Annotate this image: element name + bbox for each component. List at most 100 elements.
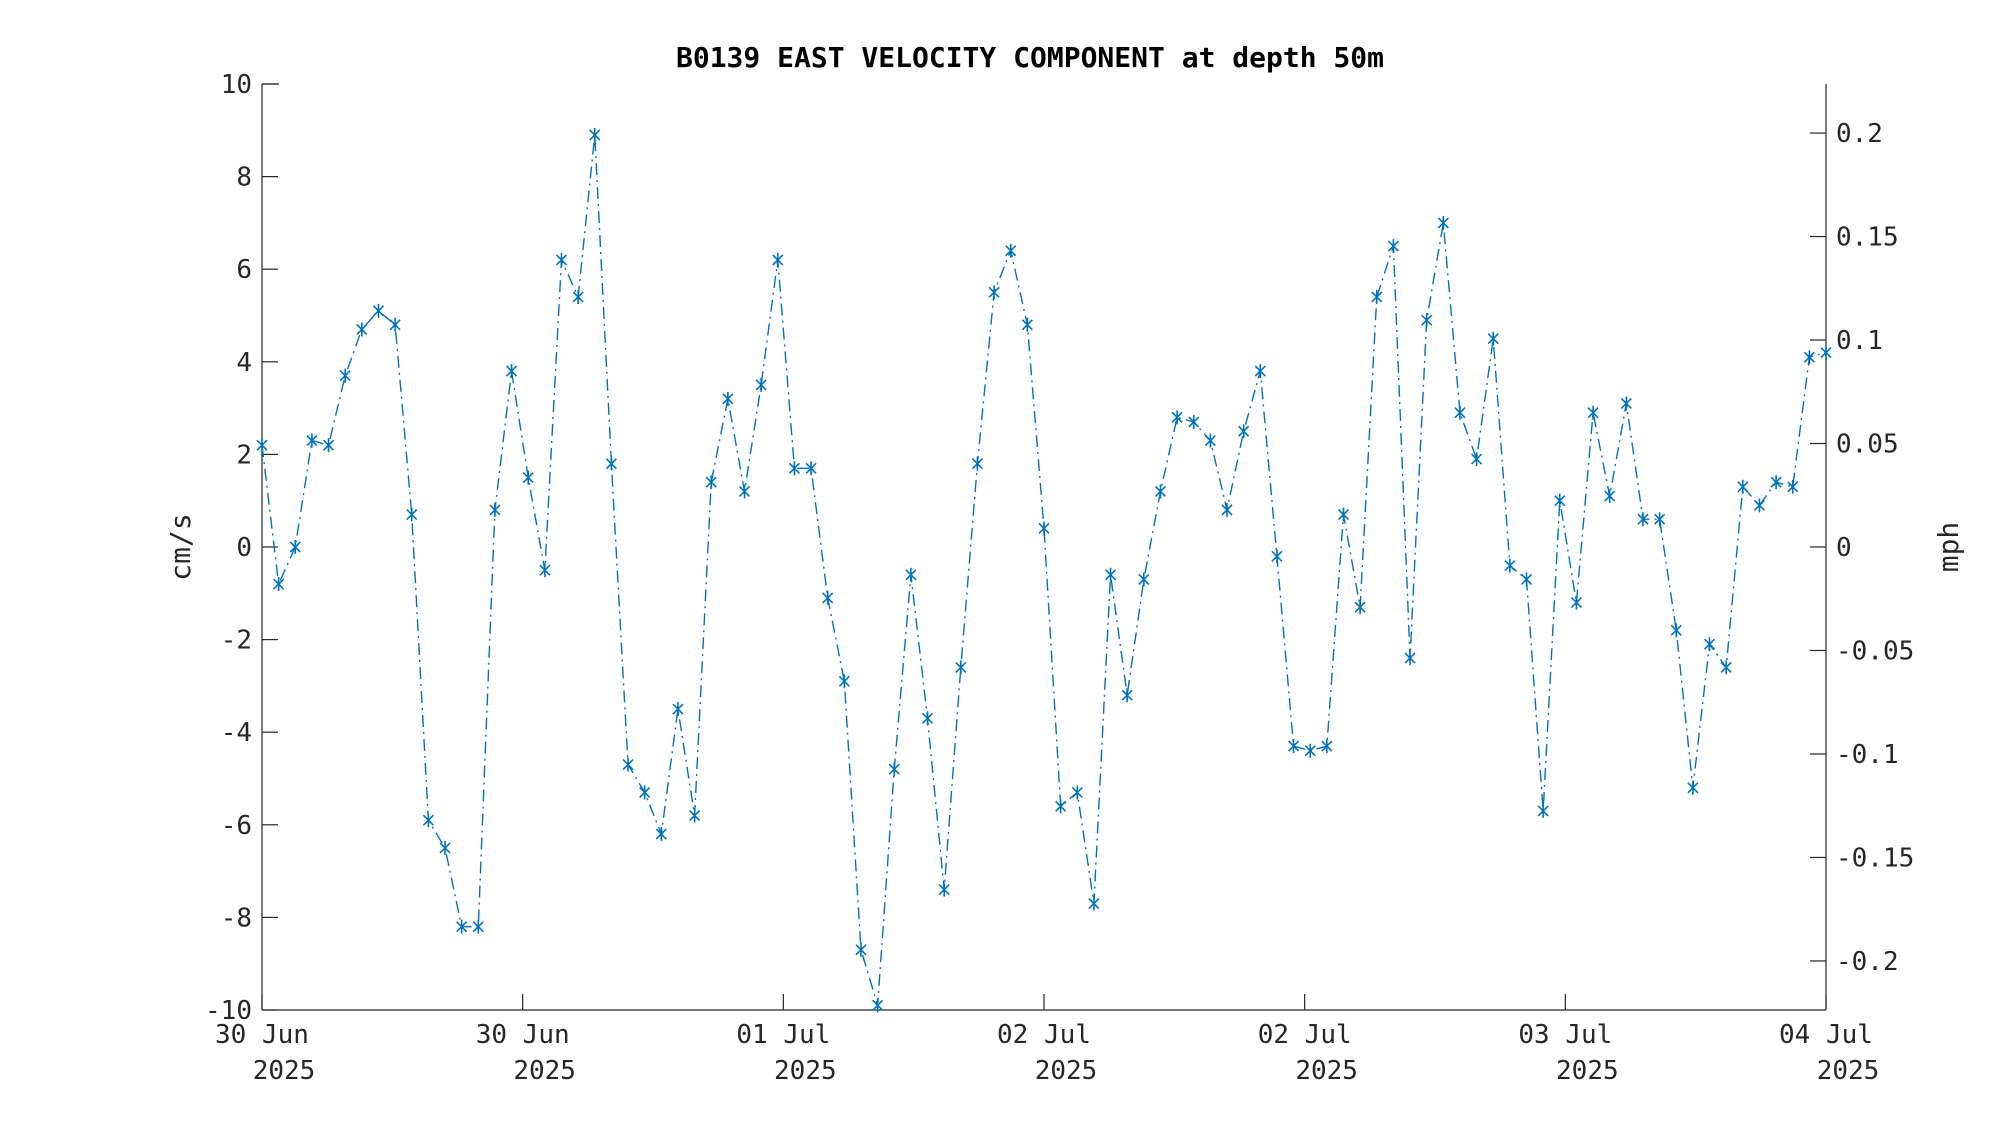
- data-point: [1687, 780, 1699, 795]
- data-point: [372, 303, 385, 318]
- data-point: [738, 484, 751, 499]
- data-point: [555, 252, 568, 267]
- data-point: [1471, 452, 1483, 467]
- data-point: [1587, 405, 1599, 420]
- data-point: [1121, 688, 1133, 703]
- data-point: [356, 322, 368, 337]
- data-point: [788, 461, 800, 476]
- y-tick-label-left: 4: [236, 348, 252, 378]
- data-point: [672, 702, 684, 717]
- data-point: [439, 840, 451, 855]
- y-tick-label-left: -10: [205, 996, 252, 1026]
- data-point: [1404, 651, 1416, 666]
- x-tick-label-date: 04 Jul: [1779, 1020, 1873, 1050]
- y-tick-label-left: 10: [221, 70, 252, 100]
- data-point: [705, 475, 717, 490]
- data-point: [1387, 239, 1399, 254]
- data-point: [539, 563, 551, 578]
- data-point: [422, 813, 434, 828]
- data-point: [1271, 549, 1283, 564]
- data-point: [938, 882, 950, 897]
- data-point: [822, 590, 834, 605]
- data-point: [955, 660, 967, 675]
- data-point: [639, 785, 651, 800]
- data-point: [971, 456, 984, 471]
- data-point: [1354, 600, 1366, 615]
- data-point: [1321, 739, 1333, 754]
- data-point: [1670, 623, 1682, 638]
- series-markers: [256, 127, 1832, 1013]
- data-point: [306, 433, 318, 448]
- data-point: [1620, 396, 1632, 411]
- data-point: [489, 502, 501, 517]
- data-point: [1703, 637, 1716, 652]
- data-point: [988, 285, 1000, 300]
- data-point: [1454, 405, 1466, 420]
- data-point: [456, 919, 468, 934]
- data-point: [506, 364, 518, 379]
- data-point: [772, 252, 784, 267]
- data-point: [1570, 595, 1582, 610]
- data-point: [1654, 512, 1666, 527]
- data-point: [905, 567, 917, 582]
- x-tick-label-date: 01 Jul: [736, 1020, 830, 1050]
- data-point: [689, 808, 701, 823]
- x-tick-label-year: 2025: [513, 1056, 576, 1086]
- data-point: [522, 470, 534, 485]
- data-point: [605, 456, 617, 471]
- data-point: [722, 391, 734, 406]
- data-point: [1005, 243, 1017, 258]
- data-point: [1021, 317, 1033, 332]
- y-tick-label-left: 0: [236, 533, 252, 563]
- y-tick-label-right: 0: [1836, 533, 1852, 563]
- data-point: [1720, 660, 1732, 675]
- x-ticks: 30 Jun 2025 30 Jun 2025 01 Jul 2025 02 Jul 2025…: [215, 994, 1879, 1086]
- y-tick-label-left: -8: [221, 903, 252, 933]
- data-point: [1753, 498, 1766, 513]
- x-tick-label-date: 02 Jul: [1258, 1020, 1352, 1050]
- x-tick-label-date: 30 Jun: [215, 1020, 309, 1050]
- y-tick-label-right: 0.15: [1836, 223, 1899, 253]
- data-point: [1604, 489, 1616, 504]
- data-point: [622, 757, 634, 772]
- x-tick-label-year: 2025: [1817, 1056, 1880, 1086]
- data-point: [805, 461, 817, 476]
- data-point: [406, 507, 418, 522]
- y-axis-label-right: mph: [1932, 522, 1965, 573]
- data-point: [339, 368, 351, 383]
- data-point: [572, 289, 584, 304]
- x-tick-label-date: 02 Jul: [997, 1020, 1091, 1050]
- x-tick-label-year: 2025: [1035, 1056, 1098, 1086]
- data-point: [1238, 424, 1250, 439]
- y-tick-label-right: -0.15: [1836, 843, 1914, 873]
- x-tick-label-date: 03 Jul: [1518, 1020, 1612, 1050]
- data-point: [1637, 512, 1649, 527]
- data-point: [1104, 567, 1117, 582]
- x-tick-label-year: 2025: [774, 1056, 837, 1086]
- y-tick-label-left: 8: [236, 163, 252, 193]
- data-point: [1803, 350, 1815, 365]
- y-tick-label-right: 0.2: [1836, 119, 1883, 149]
- y-tick-label-right: 0.1: [1836, 326, 1883, 356]
- data-point: [1055, 799, 1067, 814]
- data-point: [888, 762, 900, 777]
- y-tick-label-left: 2: [236, 440, 252, 470]
- y-tick-label-right: -0.2: [1836, 947, 1899, 977]
- data-point: [1337, 507, 1350, 522]
- data-point: [838, 674, 850, 689]
- data-point: [1071, 785, 1083, 800]
- data-point: [1288, 739, 1300, 754]
- data-point: [1421, 313, 1433, 328]
- data-point: [256, 438, 268, 453]
- y-tick-label-left: -4: [221, 718, 252, 748]
- data-point: [755, 377, 767, 392]
- data-point: [389, 317, 401, 332]
- data-point: [872, 998, 884, 1013]
- x-tick-label-year: 2025: [253, 1056, 316, 1086]
- y-axis-label-left: cm/s: [164, 513, 197, 580]
- data-point: [1138, 572, 1150, 587]
- x-tick-label-year: 2025: [1295, 1056, 1358, 1086]
- data-point: [589, 127, 601, 142]
- data-point: [1487, 331, 1499, 346]
